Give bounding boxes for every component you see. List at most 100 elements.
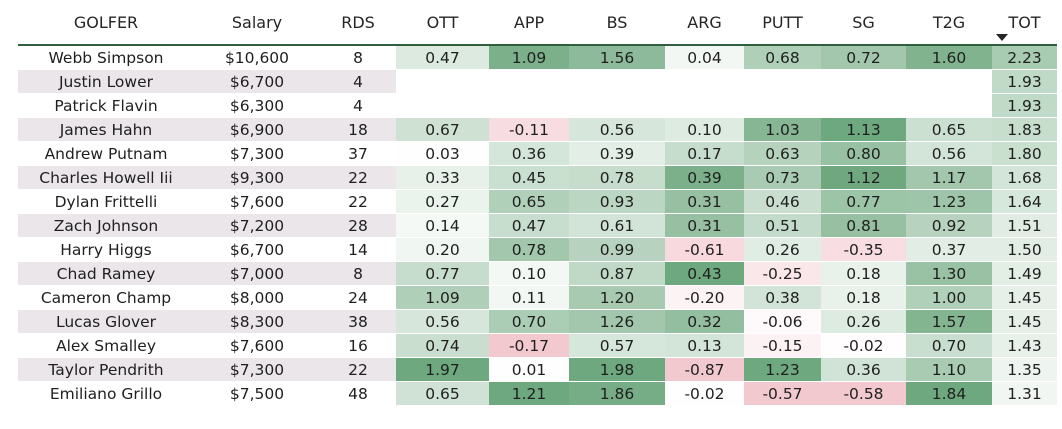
cell-salary: $9,300 xyxy=(194,165,320,190)
column-header-t2g[interactable]: T2G xyxy=(906,0,992,46)
cell-golfer: Chad Ramey xyxy=(18,261,194,286)
cell-rds: 8 xyxy=(320,45,396,70)
cell-salary: $7,600 xyxy=(194,333,320,358)
cell-sg: 0.36 xyxy=(821,357,906,382)
cell-golfer: Andrew Putnam xyxy=(18,141,194,166)
cell-tot: 1.80 xyxy=(992,141,1057,166)
cell-ott: 0.77 xyxy=(396,261,489,286)
cell-putt: 0.68 xyxy=(744,45,821,70)
cell-salary: $6,700 xyxy=(194,69,320,94)
column-header-label: RDS xyxy=(341,12,375,32)
cell-sg: 1.12 xyxy=(821,165,906,190)
cell-salary: $8,000 xyxy=(194,285,320,310)
cell-putt xyxy=(744,69,821,94)
table-row[interactable]: Cameron Champ $8,000 24 1.09 0.11 1.20 -0.20 0.… xyxy=(18,285,1057,310)
cell-app xyxy=(489,93,569,118)
cell-salary: $7,600 xyxy=(194,189,320,214)
cell-tot: 1.31 xyxy=(992,381,1057,406)
cell-putt: -0.57 xyxy=(744,381,821,406)
cell-putt: 1.23 xyxy=(744,357,821,382)
cell-bs: 0.93 xyxy=(569,189,665,214)
cell-ott: 0.65 xyxy=(396,381,489,406)
golfer-stats-table: GOLFER Salary RDS OTT APP BS ARG PUTT SG T2G TOT W… xyxy=(18,0,1057,406)
table-row[interactable]: Harry Higgs $6,700 14 0.20 0.78 0.99 -0.61 0.26… xyxy=(18,237,1057,262)
cell-arg xyxy=(665,69,744,94)
table-row[interactable]: Patrick Flavin $6,300 4 1.93 xyxy=(18,93,1057,118)
table-header-row: GOLFER Salary RDS OTT APP BS ARG PUTT SG T2G TOT xyxy=(18,0,1057,46)
cell-bs: 1.20 xyxy=(569,285,665,310)
cell-golfer: Lucas Glover xyxy=(18,309,194,334)
table-row[interactable]: Webb Simpson $10,600 8 0.47 1.09 1.56 0.04 0.68… xyxy=(18,45,1057,70)
cell-rds: 16 xyxy=(320,333,396,358)
cell-ott: 0.27 xyxy=(396,189,489,214)
column-header-arg[interactable]: ARG xyxy=(665,0,744,46)
cell-golfer: Alex Smalley xyxy=(18,333,194,358)
cell-putt: -0.25 xyxy=(744,261,821,286)
column-header-putt[interactable]: PUTT xyxy=(744,0,821,46)
cell-bs: 0.56 xyxy=(569,117,665,142)
cell-rds: 18 xyxy=(320,117,396,142)
cell-arg: -0.20 xyxy=(665,285,744,310)
cell-golfer: Zach Johnson xyxy=(18,213,194,238)
cell-putt: 0.26 xyxy=(744,237,821,262)
cell-tot: 1.45 xyxy=(992,285,1057,310)
cell-app: 0.65 xyxy=(489,189,569,214)
column-header-ott[interactable]: OTT xyxy=(396,0,489,46)
column-header-app[interactable]: APP xyxy=(489,0,569,46)
table-row[interactable]: Justin Lower $6,700 4 1.93 xyxy=(18,69,1057,94)
cell-tot: 1.49 xyxy=(992,261,1057,286)
cell-salary: $6,900 xyxy=(194,117,320,142)
table-body: Webb Simpson $10,600 8 0.47 1.09 1.56 0.04 0.68… xyxy=(18,45,1057,406)
column-header-tot[interactable]: TOT xyxy=(992,0,1057,46)
column-header-label: GOLFER xyxy=(73,12,139,32)
column-header-label: OTT xyxy=(426,12,459,32)
cell-rds: 22 xyxy=(320,357,396,382)
cell-putt: -0.06 xyxy=(744,309,821,334)
cell-rds: 24 xyxy=(320,285,396,310)
table-row[interactable]: Dylan Frittelli $7,600 22 0.27 0.65 0.93 0.31 0… xyxy=(18,189,1057,214)
cell-arg: 0.04 xyxy=(665,45,744,70)
cell-arg: -0.87 xyxy=(665,357,744,382)
cell-bs: 1.56 xyxy=(569,45,665,70)
column-header-salary[interactable]: Salary xyxy=(194,0,320,46)
table-row[interactable]: Alex Smalley $7,600 16 0.74 -0.17 0.57 0.13 -0.… xyxy=(18,333,1057,358)
table-row[interactable]: Lucas Glover $8,300 38 0.56 0.70 1.26 0.32 -0.0… xyxy=(18,309,1057,334)
cell-putt: 0.73 xyxy=(744,165,821,190)
column-header-label: Salary xyxy=(231,12,283,32)
cell-bs: 0.61 xyxy=(569,213,665,238)
cell-app xyxy=(489,69,569,94)
cell-golfer: Taylor Pendrith xyxy=(18,357,194,382)
column-header-sg[interactable]: SG xyxy=(821,0,906,46)
table-row[interactable]: Emiliano Grillo $7,500 48 0.65 1.21 1.86 -0.02… xyxy=(18,381,1057,406)
cell-sg: 0.81 xyxy=(821,213,906,238)
table-row[interactable]: Chad Ramey $7,000 8 0.77 0.10 0.87 0.43 -0.25 0.… xyxy=(18,261,1057,286)
cell-sg: -0.58 xyxy=(821,381,906,406)
table-row[interactable]: Andrew Putnam $7,300 37 0.03 0.36 0.39 0.17 0.6… xyxy=(18,141,1057,166)
cell-t2g: 1.57 xyxy=(906,309,992,334)
cell-ott: 0.67 xyxy=(396,117,489,142)
cell-tot: 1.64 xyxy=(992,189,1057,214)
cell-tot: 1.68 xyxy=(992,165,1057,190)
cell-app: 0.47 xyxy=(489,213,569,238)
table-row[interactable]: James Hahn $6,900 18 0.67 -0.11 0.56 0.10 1.03 1… xyxy=(18,117,1057,142)
cell-t2g: 0.70 xyxy=(906,333,992,358)
cell-salary: $7,500 xyxy=(194,381,320,406)
table-row[interactable]: Zach Johnson $7,200 28 0.14 0.47 0.61 0.31 0.51… xyxy=(18,213,1057,238)
golfer-stats-table-container: GOLFER Salary RDS OTT APP BS ARG PUTT SG T2G TOT W… xyxy=(18,0,1057,406)
column-header-rds[interactable]: RDS xyxy=(320,0,396,46)
table-row[interactable]: Charles Howell Iii $9,300 22 0.33 0.45 0.78 0.… xyxy=(18,165,1057,190)
cell-ott xyxy=(396,69,489,94)
cell-rds: 37 xyxy=(320,141,396,166)
cell-sg xyxy=(821,93,906,118)
column-header-bs[interactable]: BS xyxy=(569,0,665,46)
cell-app: 0.10 xyxy=(489,261,569,286)
cell-sg: 1.13 xyxy=(821,117,906,142)
column-header-golfer[interactable]: GOLFER xyxy=(18,0,194,46)
cell-t2g xyxy=(906,69,992,94)
cell-arg: 0.31 xyxy=(665,213,744,238)
cell-putt: -0.15 xyxy=(744,333,821,358)
cell-arg: 0.17 xyxy=(665,141,744,166)
cell-ott: 0.74 xyxy=(396,333,489,358)
cell-bs: 0.57 xyxy=(569,333,665,358)
table-row[interactable]: Taylor Pendrith $7,300 22 1.97 0.01 1.98 -0.87… xyxy=(18,357,1057,382)
